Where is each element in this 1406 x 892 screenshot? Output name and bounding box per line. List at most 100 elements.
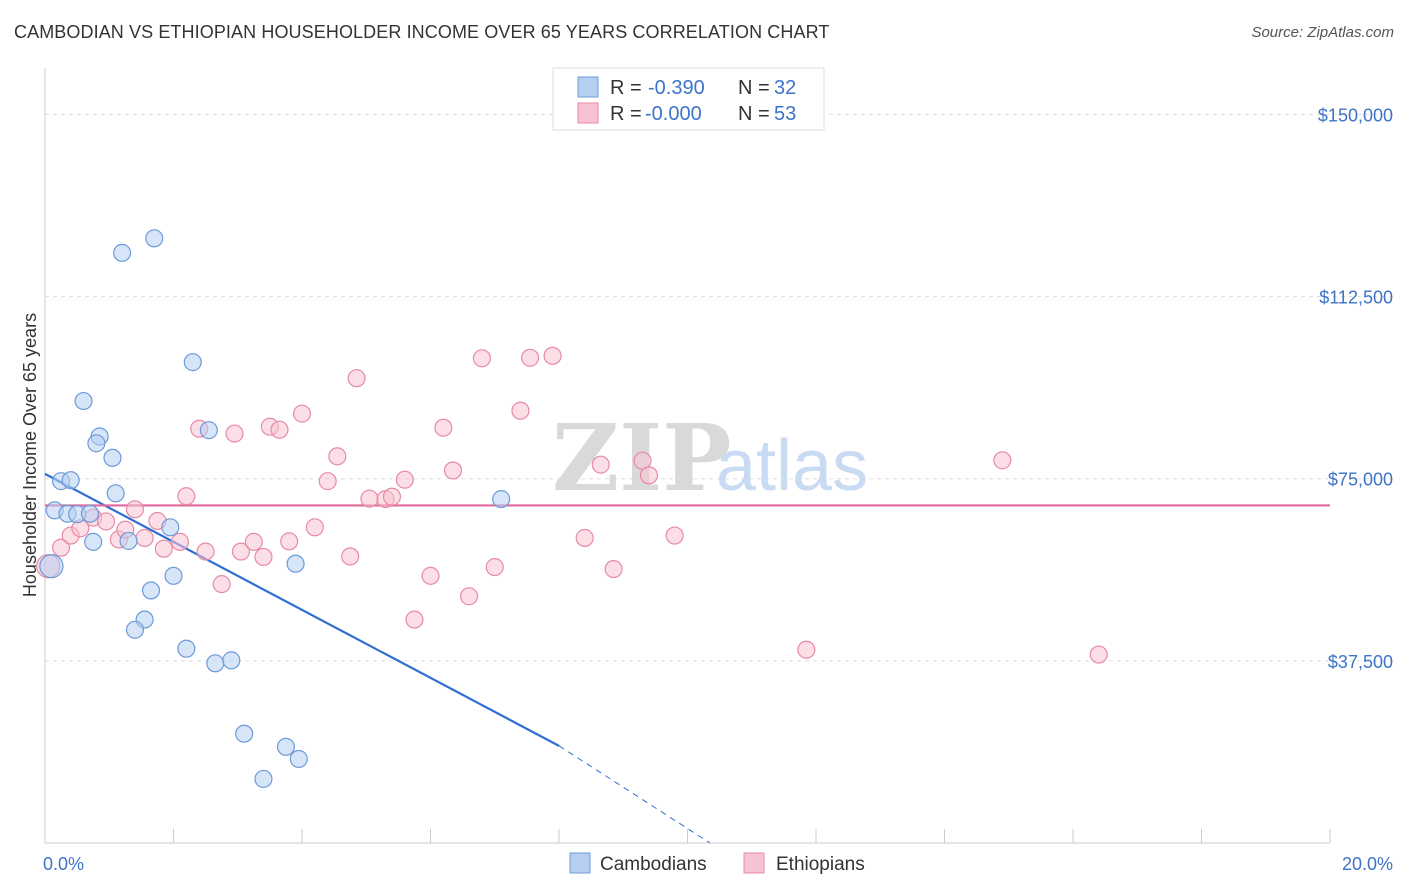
cambodian-point-25 [222, 651, 241, 670]
ethiopian-point-5 [96, 512, 116, 531]
ethiopian-point-37 [443, 461, 463, 480]
axes [44, 68, 1331, 844]
grid-lines [45, 113, 1395, 662]
cambodian-point-24 [206, 654, 225, 673]
ethiopian-point-43 [543, 346, 562, 365]
legend-swatch-cambodians [577, 76, 599, 98]
legend-r-label-1: R = [610, 77, 642, 99]
cambodian-points [39, 229, 511, 788]
cambodian-trend-line [44, 472, 560, 747]
ethiopian-point-23 [280, 532, 299, 551]
legend-n-label-2: N = [738, 103, 770, 125]
ethiopian-point-22 [270, 420, 289, 439]
ethiopian-point-49 [665, 526, 684, 545]
ethiopian-point-1 [52, 538, 71, 557]
x-tick-label-min: 0.0% [43, 854, 84, 874]
ethiopian-point-17 [225, 424, 244, 443]
watermark: ZIP atlas [552, 404, 868, 512]
ethiopian-point-52 [1089, 645, 1108, 664]
cambodian-point-16 [161, 518, 180, 537]
y-tick-label-1: $112,500 [1319, 288, 1393, 308]
legend-r-value-1: -0.390 [648, 77, 705, 99]
legend-swatch-ethiopians [577, 102, 599, 124]
legend-n-label-1: N = [738, 77, 770, 99]
ethiopian-point-18 [231, 542, 251, 561]
cambodian-point-0 [39, 554, 64, 579]
ethiopian-point-46 [604, 559, 623, 579]
bottom-legend-swatch-cambodians [569, 852, 591, 874]
cambodian-point-10 [74, 391, 93, 411]
cambodian-point-18 [164, 566, 183, 585]
ethiopian-point-15 [212, 575, 231, 594]
cambodian-point-31 [492, 490, 511, 509]
ethiopian-point-30 [360, 489, 379, 508]
cambodian-point-8 [113, 243, 132, 262]
ethiopian-point-40 [485, 558, 504, 577]
legend-r-value-2: -0.000 [645, 103, 702, 125]
ethiopian-point-28 [341, 547, 360, 566]
ethiopian-point-50 [797, 640, 816, 659]
y-axis-label: Householder Income Over 65 years [20, 313, 40, 597]
ethiopian-point-38 [459, 587, 479, 606]
bottom-legend-ethiopians: Ethiopians [776, 854, 865, 875]
ethiopian-points [36, 346, 1108, 664]
legend-n-value-1: 32 [774, 77, 796, 99]
legend-r-label-2: R = [610, 103, 642, 125]
ethiopian-point-24 [292, 404, 312, 423]
bottom-legend-cambodians: Cambodians [600, 854, 707, 875]
ethiopian-point-44 [575, 528, 594, 548]
cambodian-point-3 [61, 471, 80, 490]
watermark-atlas-text: atlas [716, 426, 868, 506]
ethiopian-point-33 [395, 470, 414, 489]
ethiopian-point-14 [196, 542, 215, 561]
source-label: Source: ZipAtlas.com [1251, 24, 1394, 41]
y-tick-labels: $150,000 $112,500 $75,000 $37,500 [1318, 105, 1393, 671]
cambodian-point-29 [289, 749, 308, 769]
ethiopian-point-13 [177, 487, 196, 506]
x-tick-labels: 0.0% 20.0% [43, 854, 1393, 874]
ethiopian-point-8 [125, 500, 145, 519]
cambodian-point-21 [183, 353, 202, 372]
ethiopian-point-19 [244, 532, 263, 551]
y-tick-label-2: $75,000 [1328, 470, 1393, 490]
cambodian-point-28 [276, 737, 295, 756]
legend-box: R = -0.390 N = 32 R = -0.000 N = 53 [552, 67, 825, 131]
cambodian-point-12 [87, 434, 106, 453]
ethiopian-point-27 [328, 447, 347, 466]
ethiopian-point-51 [993, 451, 1012, 470]
ethiopian-point-20 [254, 547, 273, 566]
ethiopian-point-11 [154, 539, 173, 558]
ethiopian-point-36 [434, 418, 453, 437]
chart-title: CAMBODIAN VS ETHIOPIAN HOUSEHOLDER INCOM… [14, 22, 830, 42]
cambodian-point-27 [235, 724, 254, 743]
cambodian-point-30 [254, 769, 273, 788]
ethiopian-point-42 [521, 348, 540, 367]
y-tick-label-0: $150,000 [1318, 105, 1393, 125]
ethiopian-point-25 [305, 518, 324, 537]
cambodian-point-17 [141, 581, 161, 600]
ethiopian-point-29 [347, 369, 366, 388]
cambodian-point-9 [145, 229, 164, 248]
cambodian-point-6 [80, 504, 100, 523]
cambodian-point-7 [84, 532, 103, 551]
ethiopian-point-26 [318, 472, 337, 491]
ethiopian-point-48 [639, 466, 659, 485]
cambodian-point-14 [106, 484, 125, 503]
ethiopian-point-12 [170, 532, 189, 551]
ethiopian-point-41 [511, 401, 530, 420]
cambodian-trend-extension [558, 745, 711, 844]
cambodian-point-20 [125, 620, 145, 639]
trend-lines [44, 472, 1330, 844]
ethiopian-point-39 [472, 349, 491, 368]
cambodian-point-23 [177, 639, 196, 658]
legend-n-value-2: 53 [774, 103, 796, 125]
cambodian-point-15 [119, 531, 138, 550]
ethiopian-point-34 [405, 610, 424, 629]
bottom-legend-swatch-ethiopians [743, 852, 765, 874]
x-tick-label-max: 20.0% [1342, 854, 1393, 874]
y-tick-label-3: $37,500 [1328, 652, 1393, 672]
ethiopian-point-45 [591, 455, 610, 474]
ethiopian-point-9 [135, 528, 154, 548]
bottom-legend: Cambodians Ethiopians [569, 852, 865, 875]
